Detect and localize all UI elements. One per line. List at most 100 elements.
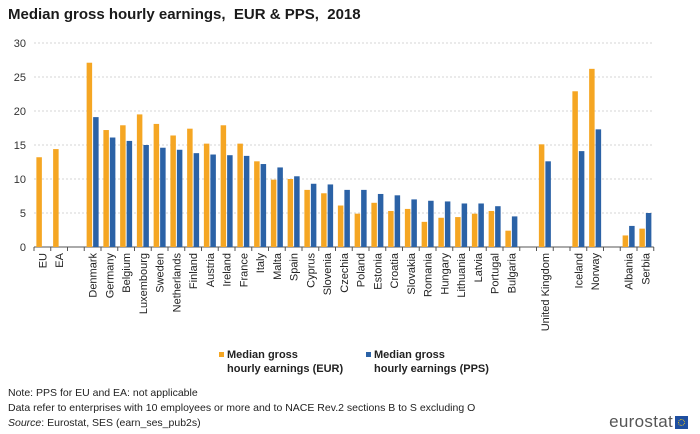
bar-eur <box>404 208 411 247</box>
bar-pps <box>344 189 350 247</box>
y-tick-label: 25 <box>14 72 26 84</box>
bar-eur <box>622 235 629 247</box>
bar-eur <box>371 202 377 247</box>
bar-pps <box>227 155 233 247</box>
bar-eur <box>36 157 42 247</box>
y-tick-label: 20 <box>14 106 26 118</box>
bar-eur <box>187 128 193 247</box>
bar-eur <box>254 161 260 247</box>
x-tick-label: Bulgaria <box>506 252 518 293</box>
bar-pps <box>143 145 149 247</box>
legend-swatch-eur <box>219 352 224 357</box>
bar-eur <box>287 179 294 247</box>
bar-eur <box>354 213 361 247</box>
bar-eur <box>471 213 478 247</box>
bar-pps <box>461 203 468 247</box>
chart-title: Median gross hourly earnings, EUR & PPS,… <box>8 6 361 23</box>
bar-eur <box>120 125 126 247</box>
x-tick-label: Belgium <box>121 253 133 293</box>
x-tick-label: Lithuania <box>456 252 468 298</box>
x-tick-label: Denmark <box>88 253 100 298</box>
bar-pps <box>93 117 99 248</box>
x-tick-label: Slovakia <box>406 252 418 294</box>
x-tick-label: Estonia <box>372 252 384 290</box>
bar-pps <box>310 183 317 247</box>
x-tick-label: France <box>238 253 250 287</box>
x-tick-label: EA <box>54 252 66 267</box>
x-tick-label: Spain <box>289 253 301 281</box>
bar-pps <box>444 201 451 247</box>
bar-pps <box>327 184 334 247</box>
bar-eur <box>388 210 394 247</box>
legend-item-pps: Median gross hourly earnings (PPS) <box>366 348 489 376</box>
bar-pps <box>411 199 417 247</box>
bar-pps <box>277 167 283 247</box>
bar-pps <box>545 161 551 247</box>
bar-pps <box>394 195 401 247</box>
bar-chart: 0 5 10 15 20 25 30 EU EA Denmark Germany Belgium Lux… <box>14 38 655 331</box>
eu-flag-icon <box>675 415 688 429</box>
x-tick-label: Slovenia <box>322 252 334 295</box>
bar-eur <box>86 62 93 247</box>
x-tick-label: Malta <box>272 252 284 280</box>
x-tick-label: Latvia <box>473 252 485 282</box>
x-tick-label: Italy <box>255 253 267 274</box>
bar-eur <box>455 217 461 247</box>
y-tick-label: 30 <box>14 38 26 50</box>
source-label: Source <box>8 417 42 429</box>
bar-eur <box>203 143 210 247</box>
bar-pps <box>243 155 250 247</box>
y-tick-label: 15 <box>14 140 26 152</box>
bar-pps <box>361 189 367 247</box>
bar-pps <box>428 200 434 247</box>
bar-pps <box>595 129 602 247</box>
bar-eur <box>321 193 327 247</box>
bar-pps <box>645 213 652 247</box>
x-tick-label: Finland <box>188 253 200 289</box>
notes: Note: PPS for EU and EA: not applicable … <box>8 386 475 431</box>
x-tick-label: Luxembourg <box>138 253 150 314</box>
bar-eur <box>237 143 243 247</box>
note-1: Note: PPS for EU and EA: not applicable <box>8 387 198 399</box>
source-line: Source: Eurostat, SES (earn_ses_pub2s) <box>8 416 475 431</box>
bar-pps <box>511 216 518 247</box>
legend-label-pps-2: hourly earnings (PPS) <box>374 363 489 375</box>
x-tick-label: Germany <box>104 253 116 299</box>
legend-label-pps-1: Median gross <box>374 349 445 361</box>
x-tick-label: Cyprus <box>305 253 317 288</box>
bar-eur <box>270 179 277 247</box>
bar-pps <box>210 154 216 247</box>
x-tick-label: Netherlands <box>171 253 183 313</box>
bar-pps <box>109 137 116 247</box>
x-tick-label: Albania <box>624 252 636 290</box>
x-tick-label: Czechia <box>339 252 351 293</box>
note-2: Data refer to enterprises with 10 employ… <box>8 402 476 414</box>
bar-pps <box>193 153 200 247</box>
x-tick-label: Croatia <box>389 252 401 288</box>
bar-eur <box>170 135 176 247</box>
bar-eur <box>153 123 160 247</box>
x-tick-label: EU <box>37 253 49 268</box>
bar-eur <box>639 228 645 247</box>
x-tick-label: Norway <box>590 253 602 291</box>
bar-eur <box>53 149 59 247</box>
bar-eur <box>304 189 310 247</box>
bar-eur <box>103 130 109 247</box>
bar-eur <box>488 210 495 247</box>
eurostat-logo: eurostat <box>609 412 688 432</box>
bar-eur <box>572 91 578 247</box>
y-tick-label: 0 <box>20 242 26 254</box>
x-tick-label: Poland <box>356 253 368 287</box>
bar-eur <box>438 217 444 247</box>
legend-label-eur-2: hourly earnings (EUR) <box>227 363 344 375</box>
bar-eur <box>505 230 511 247</box>
x-tick-label: Hungary <box>439 253 451 295</box>
bar-pps <box>578 151 585 247</box>
bar-pps <box>377 193 384 247</box>
bar-eur <box>589 68 595 247</box>
x-tick-label: Austria <box>205 252 217 287</box>
bar-pps <box>495 206 501 247</box>
bar-pps <box>478 203 484 247</box>
legend-item-eur: Median gross hourly earnings (EUR) <box>219 348 344 376</box>
x-tick-label: Iceland <box>573 253 585 288</box>
